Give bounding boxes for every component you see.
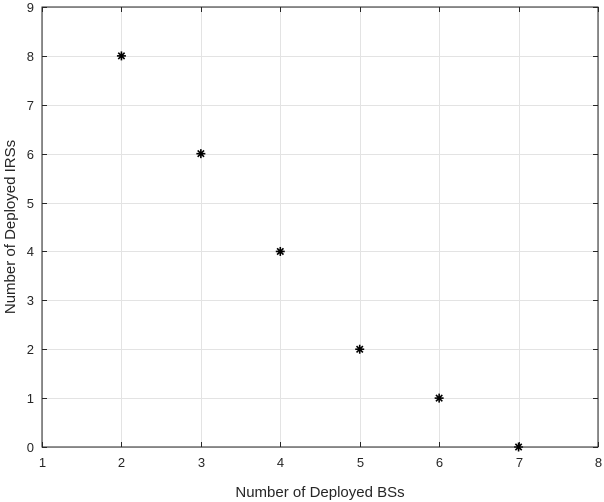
x-tick-label: 4 xyxy=(277,455,284,470)
data-point-marker xyxy=(196,149,206,159)
y-tick-label: 8 xyxy=(27,49,34,64)
y-tick-label: 9 xyxy=(27,0,34,15)
data-points xyxy=(116,51,524,452)
marker-stroke xyxy=(117,52,126,60)
data-point-marker xyxy=(355,344,365,354)
y-tick-label: 7 xyxy=(27,98,34,113)
marker-stroke xyxy=(514,443,523,451)
x-tick-label: 3 xyxy=(198,455,205,470)
x-tick-label: 1 xyxy=(39,455,46,470)
x-tick-label: 8 xyxy=(595,455,602,470)
y-tick-label: 3 xyxy=(27,293,34,308)
data-point-marker xyxy=(434,393,444,403)
marker-stroke xyxy=(197,149,205,158)
data-point-marker xyxy=(514,442,524,452)
x-axis-label: Number of Deployed BSs xyxy=(235,484,404,501)
data-point-marker xyxy=(275,246,285,256)
marker-stroke xyxy=(435,394,443,402)
y-tick-label: 1 xyxy=(27,391,34,406)
grid xyxy=(42,7,599,448)
y-tick-label: 0 xyxy=(27,440,34,455)
x-tick-label: 6 xyxy=(436,455,443,470)
y-axis-label: Number of Deployed IRSs xyxy=(2,140,19,314)
data-point-marker xyxy=(116,51,126,61)
y-tick-label: 4 xyxy=(27,244,34,259)
plot-frame xyxy=(41,6,599,448)
y-tick-label: 2 xyxy=(27,342,34,357)
y-tick-label: 6 xyxy=(27,147,34,162)
x-tick-label: 5 xyxy=(357,455,364,470)
y-tick-label: 5 xyxy=(27,196,34,211)
marker-stroke xyxy=(276,247,285,256)
x-tick-label: 7 xyxy=(516,455,523,470)
x-tick-label: 2 xyxy=(118,455,125,470)
marker-stroke xyxy=(355,345,364,353)
